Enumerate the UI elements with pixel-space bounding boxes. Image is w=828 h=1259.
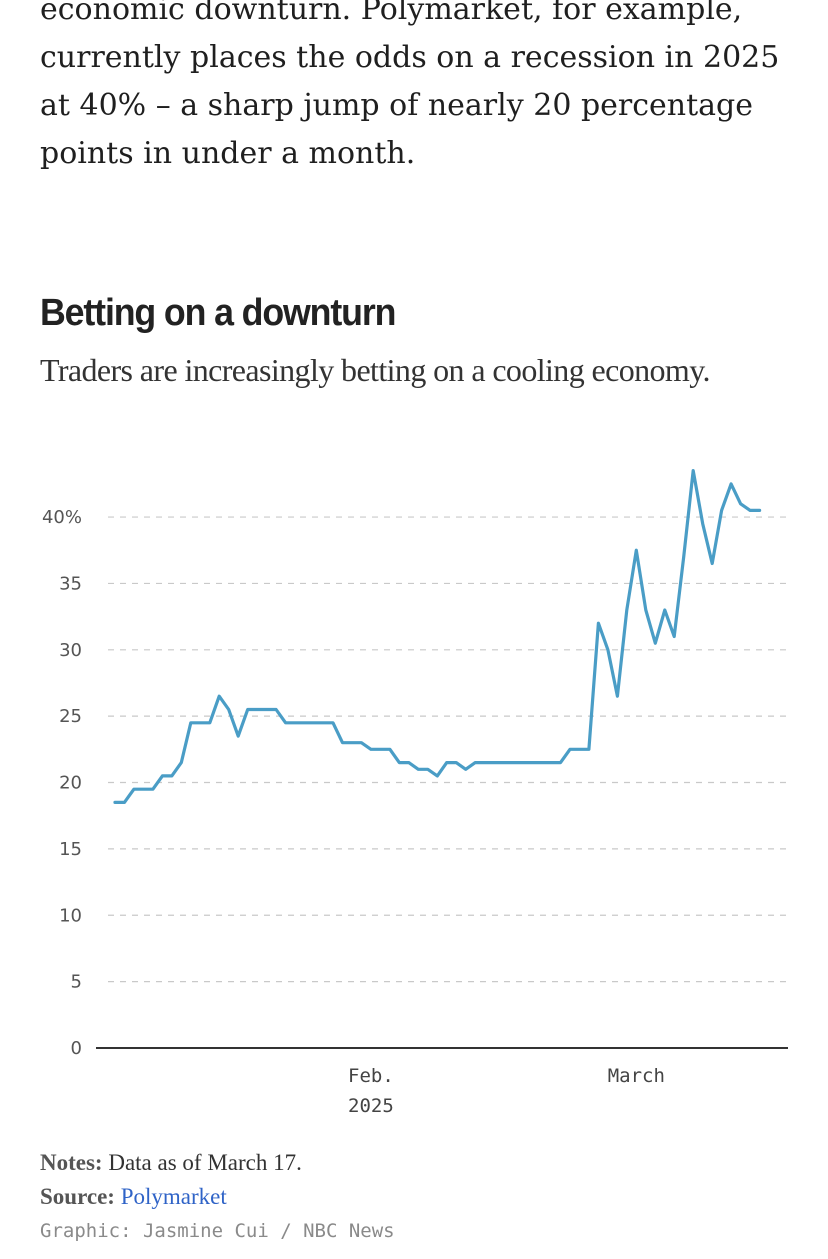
chart-subtitle: Traders are increasingly betting on a co… [40,352,711,388]
y-tick-label: 0 [71,1038,82,1059]
x-tick-sublabel: 2025 [348,1095,394,1117]
y-axis-ticks: 0 5 10 15 20 25 30 35 40% [42,507,82,1059]
y-tick-label: 20 [59,773,82,794]
chart-source: Source: Polymarket [40,1184,227,1210]
source-link[interactable]: Polymarket [120,1184,227,1209]
chart-notes: Notes: Data as of March 17. [40,1150,302,1176]
y-tick-label: 30 [59,640,82,661]
series-group [113,469,762,804]
chart-title: Betting on a downturn [40,292,396,334]
x-tick-label: Feb. [348,1065,394,1087]
x-axis-ticks: Feb. 2025 March [348,1065,665,1117]
y-tick-label: 40% [42,507,82,528]
series-line [113,469,762,804]
x-tick-label: March [608,1065,665,1087]
source-label: Source: [40,1184,115,1209]
article-paragraph: economic downturn. Polymarket, for examp… [40,0,780,171]
graphic-credit: Graphic: Jasmine Cui / NBC News [40,1220,395,1242]
y-tick-label: 15 [59,839,82,860]
y-tick-label: 25 [59,706,82,727]
y-tick-label: 35 [59,573,82,594]
y-tick-label: 5 [71,972,82,993]
grid-lines [108,516,788,983]
y-tick-label: 10 [59,905,82,926]
notes-label: Notes: [40,1150,103,1175]
notes-text: Data as of March 17. [102,1150,302,1175]
